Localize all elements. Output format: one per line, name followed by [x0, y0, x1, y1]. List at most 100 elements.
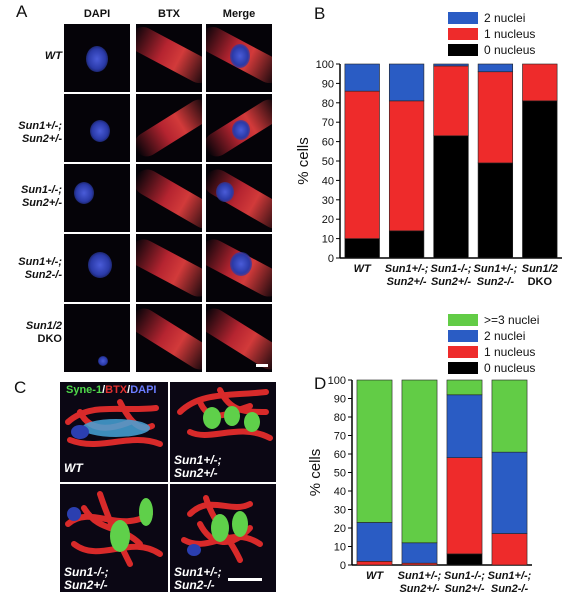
nmj-micrograph-sun1het-sun2ko: Sun1+/-; Sun2-/-	[170, 484, 276, 592]
chart-1-bar-2-series-1	[446, 457, 483, 555]
chart-1-category-label: Sun1+/-;	[398, 570, 442, 582]
chart-1-bar-0-series-3	[356, 379, 393, 523]
chart-1-ytick-label: 40	[334, 486, 346, 498]
chart-0-bar-0-series-0	[344, 238, 380, 259]
micrograph-wt-btx	[136, 24, 202, 92]
chart-1-ytick-label: 70	[334, 431, 346, 443]
chart-1-bar-3-series-3	[491, 379, 528, 453]
chart-1-category-label-line2: Sun2+/-	[444, 583, 484, 595]
legend-item-3plus-nuclei: >=3 nuclei	[448, 312, 539, 328]
chart-1-ytick-label: 60	[334, 449, 346, 461]
chart-0-category-label-line2: DKO	[528, 276, 553, 288]
stain-sep-2: /	[127, 384, 131, 396]
row-label-sun1ko-sun2het: Sun1-/-; Sun2+/-	[21, 184, 62, 209]
chart-0-ytick-label: 20	[322, 214, 334, 226]
micrograph-sun1het-sun2ko-merge	[206, 234, 272, 302]
column-header-merge: Merge	[222, 8, 256, 20]
panel-letter-a: A	[16, 2, 28, 21]
chart-0-category-label-line2: Sun2+/-	[387, 276, 427, 288]
legend-item-1-nucleus: 1 nucleus	[448, 26, 535, 42]
micrograph-wt-merge	[206, 24, 272, 92]
chart-0-category-label: WT	[354, 263, 372, 275]
nmj-micrograph-sun1het-sun2het: Sun1+/-; Sun2+/-	[170, 382, 276, 482]
chart-1-ytick-label: 0	[340, 560, 346, 572]
nmj-micrograph-wt: WT	[60, 382, 168, 482]
chart-0-bar-3-series-0	[477, 162, 514, 259]
micrograph-sun1het-sun2ko-dapi	[64, 234, 130, 302]
legend-swatch	[448, 44, 478, 56]
legend-swatch	[448, 330, 478, 342]
row-label-dko: Sun1/2 DKO	[25, 320, 62, 345]
chart-1-bar-2-series-0	[446, 553, 483, 566]
row-label-sun1het-sun2ko: Sun1+/-; Sun2-/-	[18, 256, 62, 281]
nmj-label-wt: WT	[64, 461, 83, 475]
micrograph-sun1ko-sun2het-btx	[136, 164, 202, 232]
chart-0-category-label-line2: Sun2+/-	[431, 276, 471, 288]
chart-0-bar-1-series-2	[388, 63, 425, 102]
legend-swatch	[448, 346, 478, 358]
panel-letter-d: D	[314, 374, 327, 393]
chart-0-bar-1-series-1	[388, 100, 425, 232]
panel-c-stain-title: Syne-1/BTX/DAPI	[66, 384, 156, 396]
micrograph-sun1het-sun2het-btx	[136, 94, 202, 162]
chart-1-ytick-label: 80	[334, 412, 346, 424]
legend-item-0-nucleus: 0 nucleus	[448, 42, 535, 58]
chart-0-bar-0-series-1	[344, 90, 380, 239]
nmj-micrograph-sun1ko-sun2het: Sun1-/-; Sun2+/-	[60, 484, 168, 592]
chart-0-ytick-label: 0	[328, 253, 334, 265]
chart-0-bar-2-series-0	[433, 135, 469, 259]
chart-0-ytick-label: 70	[322, 117, 334, 129]
chart-0-ytick-label: 80	[322, 98, 334, 110]
chart-1-bar-2-series-3	[446, 379, 483, 396]
chart-1-bar-1-series-3	[401, 379, 438, 544]
chart-1-bar-3-series-1	[491, 533, 528, 566]
chart-0-bar-4-series-0	[522, 100, 558, 259]
column-header-btx: BTX	[158, 8, 180, 20]
chart-1-ytick-label: 30	[334, 505, 346, 517]
legend-swatch	[448, 12, 478, 24]
legend-swatch	[448, 28, 478, 40]
chart-d-legend: >=3 nuclei 2 nuclei 1 nucleus 0 nucleus	[448, 312, 539, 376]
chart-0-bar-4-series-1	[522, 63, 558, 102]
stain-syne1: Syne-1	[66, 384, 103, 396]
chart-b-legend: 2 nuclei 1 nucleus 0 nucleus	[448, 10, 535, 58]
chart-0-bar-0-series-2	[344, 63, 380, 92]
row-label-sun1het-sun2het: Sun1+/-; Sun2+/-	[18, 120, 62, 145]
panel-letter-b: B	[314, 4, 326, 23]
chart-1-category-label: WT	[366, 570, 384, 582]
chart-0-bar-3-series-2	[477, 63, 514, 73]
chart-0-category-label: Sun1+/-;	[385, 263, 429, 275]
nmj-label-sun1het-sun2ko: Sun1+/-; Sun2-/-	[174, 565, 222, 592]
chart-0-bar-3-series-1	[477, 71, 514, 164]
nmj-label-sun1het-sun2het: Sun1+/-; Sun2+/-	[174, 453, 222, 480]
micrograph-dko-merge	[206, 304, 272, 372]
nmj-image-sun1het-sun2het	[177, 387, 273, 441]
nmj-image-sun1ko-sun2het	[65, 491, 163, 567]
column-header-dapi: DAPI	[83, 8, 111, 20]
micrograph-sun1ko-sun2het-dapi	[64, 164, 130, 232]
chart-0-ytick-label: 60	[322, 137, 334, 149]
chart-0-bar-2-series-1	[433, 65, 469, 137]
chart-1-ytick-label: 100	[328, 375, 346, 387]
micrograph-sun1het-sun2het-merge	[206, 94, 272, 162]
chart-1-ylabel: % cells	[307, 449, 324, 497]
nmj-label-sun1ko-sun2het: Sun1-/-; Sun2+/-	[64, 565, 109, 592]
chart-0-category-label-line2: Sun2-/-	[477, 276, 515, 288]
chart-0-category-label: Sun1-/-;	[431, 263, 472, 275]
chart-1-category-label: Sun1-/-;	[444, 570, 485, 582]
legend-swatch	[448, 362, 478, 374]
chart-0-category-label: Sun1/2	[522, 263, 558, 275]
chart-0-ytick-label: 50	[322, 156, 334, 168]
micrograph-sun1ko-sun2het-merge	[206, 164, 272, 232]
chart-1-category-label-line2: Sun2-/-	[491, 583, 529, 595]
chart-1-bar-0-series-2	[356, 522, 393, 562]
nmj-image-wt	[65, 399, 163, 447]
chart-1-ytick-label: 50	[334, 468, 346, 480]
chart-1-bar-3-series-2	[491, 451, 528, 534]
panel-letter-c: C	[14, 378, 27, 397]
chart-1-ytick-label: 90	[334, 394, 346, 406]
legend-item-2-nuclei: 2 nuclei	[448, 328, 539, 344]
chart-0-bar-2-series-2	[433, 63, 469, 67]
micrograph-sun1het-sun2ko-btx	[136, 234, 202, 302]
